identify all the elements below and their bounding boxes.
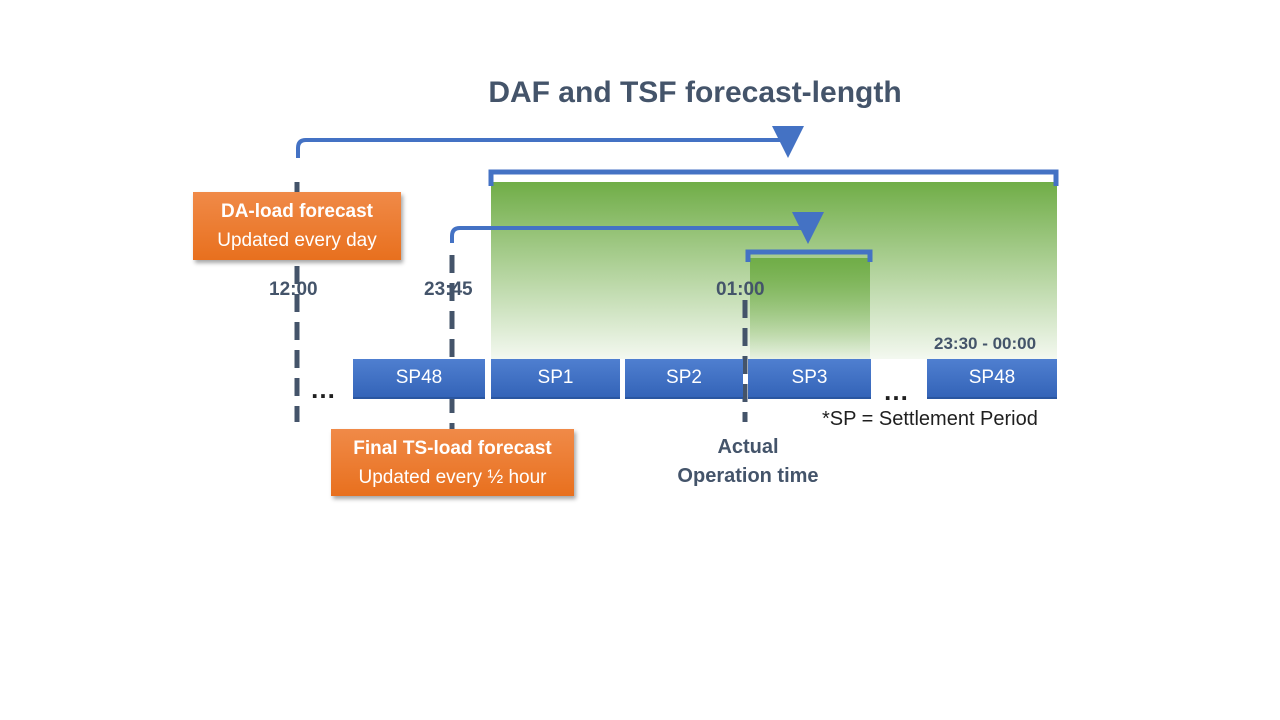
sp-block-sp3: SP3 [748,359,871,399]
actual-operation-line1: Actual [717,436,779,458]
settlement-period-footnote: *SP = Settlement Period [822,408,1038,430]
da-callout-title: DA-load forecast [220,201,374,222]
sp-block-sp1: SP1 [491,359,620,399]
ts-load-forecast-callout: Final TS-load forecast Updated every ½ h… [331,429,574,496]
time-label-range: 23:30 - 00:00 [934,334,1037,353]
ts-callout-title: Final TS-load forecast [353,437,552,459]
ts-callout-subtitle: Updated every ½ hour [358,466,547,488]
tsf-forecast-region [750,258,870,359]
diagram-title: DAF and TSF forecast-length [488,76,902,109]
daf-horizon-bracket [488,169,1059,186]
actual-operation-label: Actual Operation time [648,433,848,491]
time-label-0100: 01:00 [716,279,765,300]
tsf-lead-arrow [450,212,824,244]
sp-block-sp2: SP2 [625,359,743,399]
time-label-1200: 12:00 [269,279,318,300]
sp-block-sp48-next: SP48 [927,359,1057,399]
tsf-horizon-bracket [745,249,873,262]
daf-lead-arrow [296,126,804,158]
actual-operation-line2: Operation time [677,465,819,487]
time-label-2345: 23:45 [424,279,473,300]
da-load-forecast-callout: DA-load forecast Updated every day [193,192,401,260]
da-callout-subtitle: Updated every day [217,230,377,251]
ellipsis-right: … [883,376,910,406]
ellipsis-left: … [310,374,337,404]
sp-block-sp48-prev: SP48 [353,359,485,399]
